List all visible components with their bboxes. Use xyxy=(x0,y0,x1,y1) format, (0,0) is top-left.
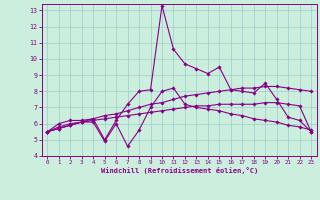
X-axis label: Windchill (Refroidissement éolien,°C): Windchill (Refroidissement éolien,°C) xyxy=(100,167,258,174)
